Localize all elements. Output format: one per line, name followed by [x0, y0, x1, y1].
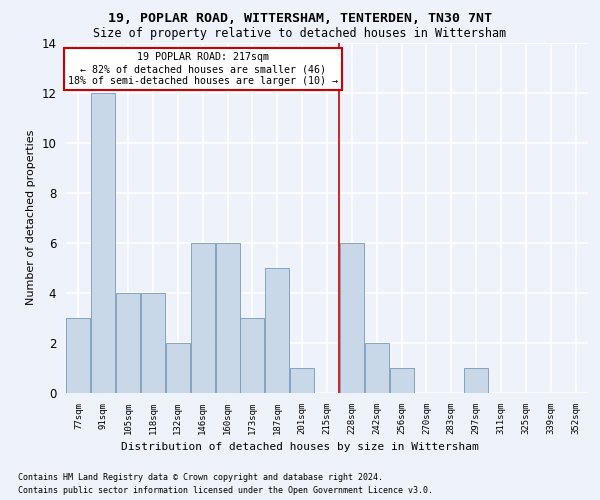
Bar	[67, 318, 91, 392]
Bar	[166, 342, 190, 392]
Bar	[290, 368, 314, 392]
Bar	[389, 368, 413, 392]
Text: Size of property relative to detached houses in Wittersham: Size of property relative to detached ho…	[94, 28, 506, 40]
Bar	[340, 242, 364, 392]
Bar	[464, 368, 488, 392]
Y-axis label: Number of detached properties: Number of detached properties	[26, 130, 36, 305]
Bar	[116, 292, 140, 392]
Text: Distribution of detached houses by size in Wittersham: Distribution of detached houses by size …	[121, 442, 479, 452]
Text: 19 POPLAR ROAD: 217sqm
← 82% of detached houses are smaller (46)
18% of semi-det: 19 POPLAR ROAD: 217sqm ← 82% of detached…	[68, 52, 338, 86]
Bar	[241, 318, 265, 392]
Text: Contains public sector information licensed under the Open Government Licence v3: Contains public sector information licen…	[18, 486, 433, 495]
Bar	[191, 242, 215, 392]
Bar	[91, 92, 115, 393]
Bar	[215, 242, 239, 392]
Text: 19, POPLAR ROAD, WITTERSHAM, TENTERDEN, TN30 7NT: 19, POPLAR ROAD, WITTERSHAM, TENTERDEN, …	[108, 12, 492, 26]
Text: Contains HM Land Registry data © Crown copyright and database right 2024.: Contains HM Land Registry data © Crown c…	[18, 472, 383, 482]
Bar	[265, 268, 289, 392]
Bar	[365, 342, 389, 392]
Bar	[141, 292, 165, 392]
